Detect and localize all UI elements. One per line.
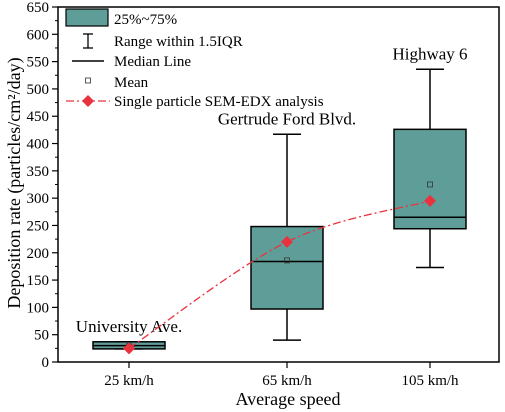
y-tick-label: 450 <box>27 109 50 125</box>
legend-mean-label: Mean <box>114 75 149 91</box>
series-point <box>123 342 135 355</box>
x-tick-label: 105 km/h <box>401 373 459 389</box>
y-tick-label: 150 <box>27 273 50 289</box>
series-point <box>424 194 436 207</box>
series-line <box>128 200 431 349</box>
y-axis-title: Deposition rate (particles/cm²/day) <box>4 57 25 308</box>
mean-marker <box>427 181 433 188</box>
y-tick-label: 550 <box>27 55 50 71</box>
iqr-box <box>393 128 467 230</box>
x-axis-title: Average speed <box>235 389 340 409</box>
y-tick-label: 200 <box>27 246 50 262</box>
series-point <box>281 235 293 248</box>
y-tick-label: 350 <box>27 164 50 180</box>
legend-whisker-label: Range within 1.5IQR <box>114 34 243 50</box>
legend-mean-swatch <box>85 77 91 84</box>
y-tick-label: 50 <box>34 328 49 344</box>
box-label: University Ave. <box>76 317 182 336</box>
y-tick-label: 250 <box>27 218 50 234</box>
y-tick-label: 400 <box>27 137 50 153</box>
y-tick-label: 500 <box>27 82 50 98</box>
y-tick-label: 100 <box>27 300 50 316</box>
sem-edx-series <box>123 194 436 355</box>
y-tick-label: 600 <box>27 27 50 43</box>
legend-box-label: 25%~75% <box>114 12 177 28</box>
x-tick-label: 25 km/h <box>104 373 154 389</box>
y-axis: 0 50 100 150 200 250 300 350 400 450 500 550 600 650 <box>27 0 58 371</box>
y-tick-label: 0 <box>42 355 50 371</box>
x-tick-label: 65 km/h <box>262 373 312 389</box>
x-axis: 25 km/h 65 km/h 105 km/h <box>104 362 459 389</box>
iqr-box <box>250 225 324 310</box>
box-label: Highway 6 <box>392 44 467 63</box>
mean-marker <box>284 257 290 264</box>
legend: 25%~75% Range within 1.5IQR Median Line Mea… <box>65 8 324 110</box>
box-label: Gertrude Ford Blvd. <box>218 109 356 128</box>
y-tick-label: 650 <box>27 0 50 16</box>
box-3: Highway 6 <box>392 44 468 269</box>
y-tick-label: 300 <box>27 191 50 207</box>
legend-box-swatch <box>65 8 109 27</box>
legend-line-marker <box>82 95 94 107</box>
legend-median-label: Median Line <box>114 54 191 70</box>
box-2: Gertrude Ford Blvd. <box>218 109 356 341</box>
legend-line-label: Single particle SEM-EDX analysis <box>114 94 324 110</box>
